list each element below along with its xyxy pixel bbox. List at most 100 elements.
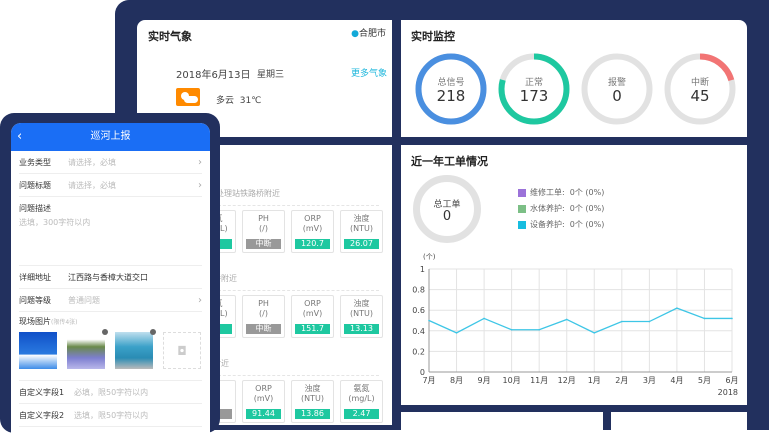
y-tick-label: 0.6 — [412, 306, 425, 315]
y-tick-label: 0.2 — [412, 347, 425, 356]
sensor-card[interactable]: 浊度 (NTU) 13.86 — [291, 380, 334, 423]
sensor-card[interactable]: 浊度 (NTU) 13.13 — [340, 295, 383, 338]
field-address[interactable]: 详细地址 江西路与香樟大道交口 — [19, 266, 202, 289]
back-icon[interactable]: ‹ — [17, 129, 23, 144]
divider — [213, 205, 379, 206]
sensor-value: 中断 — [246, 239, 281, 249]
sensor-unit: (/) — [259, 224, 268, 233]
monitor-title: 实时监控 — [411, 30, 455, 43]
sensor-value: 26.07 — [344, 239, 379, 249]
field-placeholder: 请选择，必填 — [68, 158, 116, 167]
data-point — [593, 332, 596, 334]
station-name: 附近 — [213, 359, 229, 368]
photo-thumb[interactable] — [19, 332, 57, 369]
ring-gauge — [415, 53, 487, 125]
y-axis-unit: (个) — [423, 253, 436, 261]
sensor-card[interactable]: PH (/) 中断 — [242, 295, 285, 338]
field-label: 问题等级 — [19, 296, 51, 305]
remove-photo-icon[interactable] — [102, 329, 108, 335]
photo-thumb[interactable] — [67, 332, 105, 369]
field-label: 自定义字段2 — [19, 411, 65, 420]
x-tick-label: 2月 — [615, 376, 628, 385]
remove-photo-icon[interactable] — [150, 329, 156, 335]
weather-condition: 多云 31℃ — [216, 96, 262, 106]
sensor-value: 120.7 — [295, 239, 330, 249]
x-tick-label: 6月 — [725, 376, 738, 385]
x-tick-label: 3月 — [643, 376, 656, 385]
phone-screen: ‹ 巡河上报 业务类型 请选择，必填 › 问题标题 请选择，必填 › 问题描述 选填，3… — [11, 123, 210, 433]
weather-title: 实时气象 — [148, 30, 192, 43]
data-point — [648, 320, 651, 323]
field-issue-title[interactable]: 问题标题 请选择，必填 › — [19, 174, 202, 197]
sensor-card[interactable]: ORP (mV) 91.44 — [242, 380, 285, 423]
sensor-name: 浊度 — [304, 384, 321, 393]
sensor-unit: (mV) — [302, 224, 323, 233]
sensor-name: PH — [258, 214, 269, 223]
sensor-unit: (NTU) — [301, 394, 324, 403]
more-weather-link[interactable]: 更多气象 — [350, 69, 387, 79]
sensor-value: 151.7 — [295, 324, 330, 334]
x-tick-label: 7月 — [422, 376, 435, 385]
divider — [213, 375, 379, 376]
sensor-value: 91.44 — [246, 409, 281, 419]
total-ring — [413, 175, 481, 243]
sensor-unit: (mg/L) — [348, 394, 375, 403]
x-tick-label: 10月 — [503, 376, 521, 385]
legend-item: 水体养护: 0个 (0%) — [518, 203, 604, 214]
ring-2: 报警 0 — [581, 53, 653, 125]
sensor-unit: (mV) — [302, 309, 323, 318]
field-label: 自定义字段1 — [19, 388, 65, 397]
ring-value: 0 — [612, 87, 622, 105]
x-tick-label: 8月 — [450, 376, 463, 385]
location-link[interactable]: ●合肥市 — [351, 26, 386, 39]
field-placeholder: 必填，限50字符以内 — [74, 388, 149, 397]
station-name: 污处理站铁路桥附近 — [208, 189, 280, 198]
field-placeholder: 选填，300字符以内 — [19, 218, 91, 227]
sensor-value: 13.86 — [295, 409, 330, 419]
x-tick-label: 5月 — [698, 376, 711, 385]
sensor-card[interactable]: 浊度 (NTU) 26.07 — [340, 210, 383, 253]
field-description[interactable]: 问题描述 选填，300字符以内 — [19, 197, 202, 266]
weather-date: 2018年6月13日 — [176, 70, 251, 81]
data-point — [538, 328, 540, 331]
workorder-line-chart: 0 0.2 0.4 0.6 0.8 1 7月 8月 9月 10月 11月 12月 1月 2月 3月 4月 5月 6… — [412, 253, 738, 397]
sensor-card[interactable]: ORP (mV) 120.7 — [291, 210, 334, 253]
y-tick-label: 0.8 — [412, 286, 425, 295]
sensor-card[interactable]: PH (/) 中断 — [242, 210, 285, 253]
field-custom-1[interactable]: 自定义字段1 必填，限50字符以内 — [19, 381, 202, 404]
data-point — [676, 307, 678, 309]
ring-gauge — [664, 53, 736, 125]
sensor-name: 浊度 — [353, 299, 370, 308]
field-custom-2[interactable]: 自定义字段2 选填，限50字符以内 — [19, 404, 202, 427]
photo-thumb[interactable] — [115, 332, 153, 369]
sensor-card[interactable]: 氨氮 (mg/L) 2.47 — [340, 380, 383, 423]
data-point — [703, 317, 706, 320]
ring-value: 218 — [436, 87, 466, 105]
field-label: 详细地址 — [19, 273, 51, 282]
data-point — [731, 317, 733, 320]
ring-value: 45 — [690, 87, 710, 105]
field-business-type[interactable]: 业务类型 请选择，必填 › — [19, 151, 202, 174]
chevron-right-icon: › — [198, 180, 202, 191]
field-level[interactable]: 问题等级 普通问题 › — [19, 289, 202, 312]
x-tick-label: 11月 — [530, 376, 548, 385]
data-point — [455, 332, 458, 334]
sensor-card[interactable]: ORP (mV) 151.7 — [291, 295, 334, 338]
field-placeholder: 请选择，必填 — [68, 181, 116, 190]
total-value: 0 — [442, 209, 452, 224]
location-label: 合肥市 — [358, 29, 386, 39]
bottom-panel-left — [401, 412, 603, 432]
data-point — [483, 317, 485, 320]
field-value: 普通问题 — [68, 296, 100, 305]
field-photos: 现场图片(限传4张) ◘ — [19, 312, 202, 381]
add-photo-camera-icon[interactable]: ◘ — [163, 332, 201, 369]
ring-label: 中断 — [690, 78, 709, 88]
legend-swatch — [518, 204, 526, 213]
monitor-panel: 实时监控 总信号 218 正常 173 报警 0 中断 45 — [401, 20, 747, 137]
legend-value: 0个 (0%) — [569, 204, 605, 213]
field-label: 现场图片 — [19, 317, 51, 326]
ring-value: 173 — [519, 87, 549, 105]
photos-note: (限传4张) — [51, 319, 78, 326]
ring-label: 正常 — [524, 78, 543, 88]
x-tick-label: 1月 — [588, 376, 601, 385]
